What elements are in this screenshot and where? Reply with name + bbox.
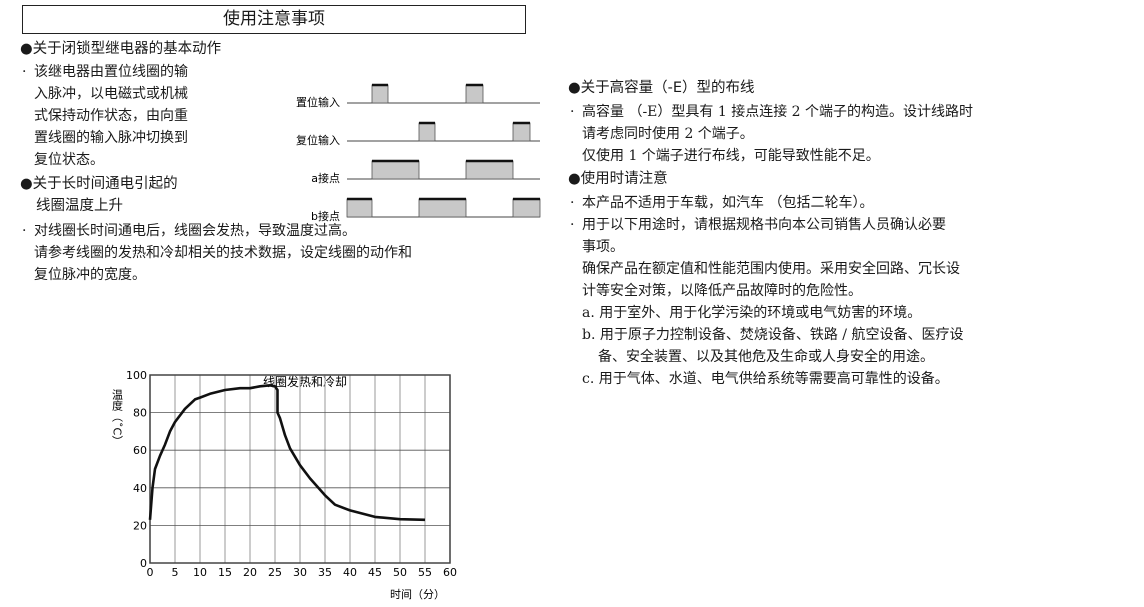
text-line: 高容量 （-E）型具有 1 接点连接 2 个端子的构造。设计线路时 [568,101,1138,123]
y-tick-label: 0 [140,557,147,570]
chart: 线圈发热和冷却 0 5 10 15 20 25 30 35 40 45 50 55 60 0 20 40 60 8… [111,369,458,601]
timing-label-a-contact: a接点 [311,172,340,185]
section-heading: ●关于长时间通电引起的 线圈温度上升 [20,173,178,217]
y-axis-label: 温度（˚C） [111,389,124,447]
timing-pulse [371,84,389,104]
list-item: b. 用于原子力控制设备、焚烧设备、铁路 / 航空设备、医疗设 [582,327,964,343]
text-line: 复位脉冲的宽度。 [34,267,146,283]
text-line: 请参考线圈的发热和冷却相关的技术数据，设定线圈的动作和 [34,245,412,261]
text-line: 仅使用 1 个端子进行布线，可能导致性能不足。 [582,148,880,164]
timing-pulse [346,198,373,218]
text-line: 本产品不适用于车载，如汽车 （包括二轮车）。 [568,192,1138,214]
x-tick-label: 60 [443,566,457,579]
section-text: 该继电器由置位线圈的输 入脉冲，以电磁式或机械 式保持动作状态，由向重 置线圈的… [20,61,260,171]
timing-pulse [512,122,531,142]
y-tick-label: 100 [126,369,147,382]
x-tick-label: 35 [318,566,332,579]
section-text: 本产品不适用于车载，如汽车 （包括二轮车）。 用于以下用途时，请根据规格书向本公… [568,192,1138,390]
x-tick-label: 30 [293,566,307,579]
x-axis-label: 时间（分） [390,588,445,601]
chart-title: 线圈发热和冷却 [263,374,347,389]
timing-pulse [418,122,436,142]
text-line: 对线圈长时间通电后，线圈会发热，导致温度过高。 [20,220,540,242]
x-tick-label: 5 [172,566,179,579]
timing-diagram: 置位输入 复位输入 a接点 b接点 [296,83,541,223]
x-tick-label: 50 [393,566,407,579]
section-heading: ●使用时请注意 [568,171,668,187]
x-tick-label: 40 [343,566,357,579]
timing-pulse [371,160,420,180]
text-line: 确保产品在额定值和性能范围内使用。采用安全回路、冗长设 [582,261,960,277]
x-tick-label: 20 [243,566,257,579]
page-title: 使用注意事项 [22,5,526,34]
section-text: 对线圈长时间通电后，线圈会发热，导致温度过高。 请参考线圈的发热和冷却相关的技术… [20,220,540,286]
text-line: 事项。 [582,239,624,255]
list-item-cont: 备、安全装置、以及其他危及生命或人身安全的用途。 [598,349,934,365]
timing-pulse [465,84,484,104]
timing-label-set: 置位输入 [296,95,340,109]
section-heading: ●关于闭锁型继电器的基本动作 [20,41,222,57]
text-line: 用于以下用途时，请根据规格书向本公司销售人员确认必要 [568,214,1138,236]
text-line: 式保持动作状态，由向重 [34,108,188,124]
timing-pulse [418,198,467,218]
section-heading: ●关于高容量（-E）型的布线 [568,80,755,96]
list-item: a. 用于室外、用于化学污染的环境或电气妨害的环境。 [582,305,922,321]
timing-pulse [512,198,541,218]
x-tick-label: 25 [268,566,282,579]
y-tick-label: 40 [133,482,147,495]
text-line: 计等安全对策，以降低产品故障时的危险性。 [582,283,862,299]
x-tick-label: 15 [218,566,232,579]
timing-label-reset: 复位输入 [296,133,340,147]
temperature-curve [148,384,426,522]
heading-line: ●关于长时间通电引起的 [20,176,178,192]
text-line: 请考虑同时使用 2 个端子。 [582,126,754,142]
x-tick-label: 10 [193,566,207,579]
y-tick-label: 80 [133,407,147,420]
text-line: 复位状态。 [34,152,104,168]
heading-line: 线圈温度上升 [36,198,123,214]
x-tick-label: 55 [418,566,432,579]
list-item: c. 用于气体、水道、电气供给系统等需要高可靠性的设备。 [582,371,949,387]
text-line: 入脉冲，以电磁式或机械 [34,86,188,102]
y-tick-label: 60 [133,444,147,457]
y-tick-label: 20 [133,519,147,532]
timing-pulse [465,160,514,180]
section-text: 高容量 （-E）型具有 1 接点连接 2 个端子的构造。设计线路时 请考虑同时使… [568,101,1138,167]
plot-frame [149,374,451,564]
x-tick-label: 0 [147,566,154,579]
text-line: 该继电器由置位线圈的输 [20,61,260,83]
x-tick-label: 45 [368,566,382,579]
text-line: 置线圈的输入脉冲切换到 [34,130,188,146]
